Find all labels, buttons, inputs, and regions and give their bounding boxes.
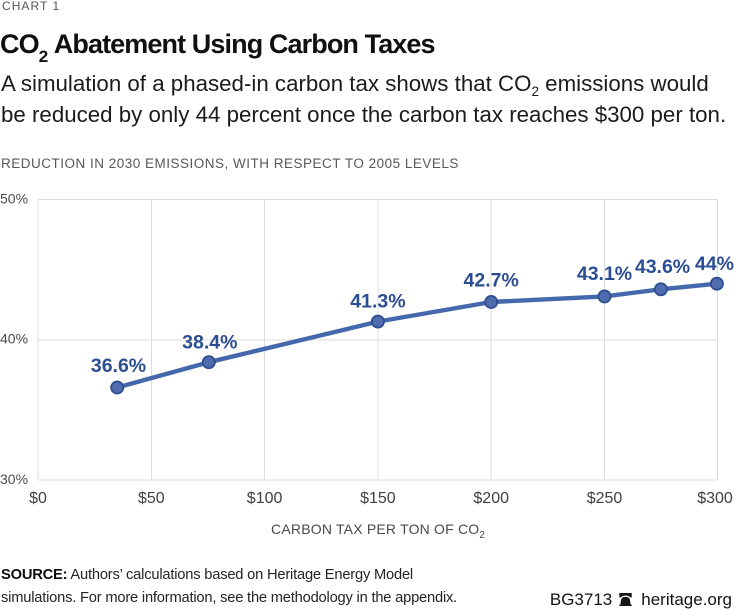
svg-text:$200: $200 xyxy=(473,490,509,507)
svg-text:38.4%: 38.4% xyxy=(182,332,237,354)
svg-text:43.1%: 43.1% xyxy=(577,263,632,285)
svg-text:42.7%: 42.7% xyxy=(464,270,519,292)
svg-text:$150: $150 xyxy=(360,490,396,507)
svg-text:40%: 40% xyxy=(0,331,28,347)
svg-text:36.6%: 36.6% xyxy=(91,355,146,377)
svg-text:43.6%: 43.6% xyxy=(635,256,690,278)
svg-text:$300: $300 xyxy=(697,490,733,507)
svg-text:$250: $250 xyxy=(587,490,623,507)
svg-text:41.3%: 41.3% xyxy=(350,291,405,313)
svg-text:44%: 44% xyxy=(695,253,734,275)
svg-text:$100: $100 xyxy=(247,490,283,507)
svg-text:$50: $50 xyxy=(138,490,165,507)
svg-text:30%: 30% xyxy=(0,471,28,487)
svg-text:50%: 50% xyxy=(0,190,28,206)
svg-text:$0: $0 xyxy=(29,490,47,507)
